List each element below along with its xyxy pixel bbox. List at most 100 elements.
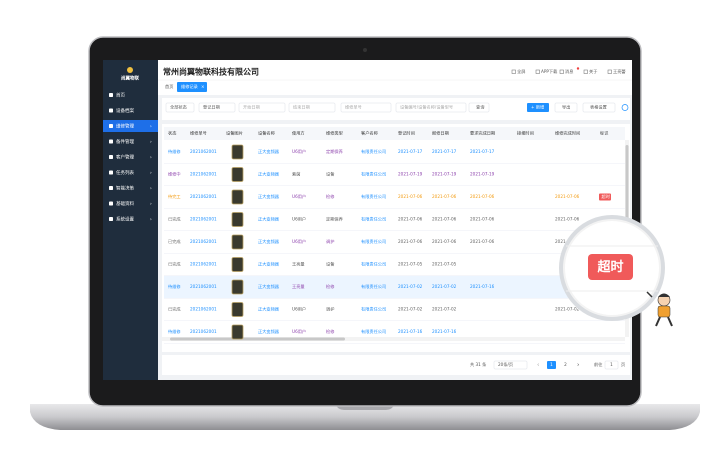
cell: 正大变频器 — [258, 216, 280, 223]
export-label[interactable]: 导出 — [562, 104, 570, 111]
tab-label[interactable]: 维修记录 — [181, 83, 198, 90]
cell: 有限责任公司 — [361, 328, 386, 335]
cell[interactable]: 2021062001 — [190, 194, 217, 199]
cell[interactable]: 2021062001 — [190, 217, 217, 222]
cell: 2021-07-16 — [398, 329, 423, 334]
column-header: 报修日期 — [432, 130, 449, 137]
cell: 待完工 — [168, 193, 181, 200]
search-button[interactable] — [468, 102, 490, 113]
menu-item[interactable]: 系统设置 — [116, 216, 134, 223]
action-icon — [583, 69, 588, 74]
cell: 紫茵 — [292, 171, 300, 178]
page-size-select[interactable] — [493, 360, 528, 370]
cell[interactable]: 2021062001 — [190, 149, 217, 154]
cell: 2021-07-16 — [432, 329, 457, 334]
menu-icon — [109, 201, 113, 206]
cell: 正大变频器 — [258, 148, 280, 155]
header-action[interactable]: APP下载 — [541, 68, 558, 75]
cell: U6用户 — [292, 148, 306, 155]
column-header: 维修完成时间 — [555, 130, 580, 137]
man-arm — [646, 291, 653, 298]
refresh-icon[interactable] — [621, 104, 629, 111]
menu-icon — [109, 108, 113, 113]
cell: 调护 — [326, 238, 334, 245]
page-number[interactable]: 1 — [550, 362, 553, 367]
filter-text: 登记日期 — [203, 104, 220, 111]
cell: U6用户 — [292, 193, 306, 200]
flag-label: 超时 — [602, 193, 611, 200]
next[interactable]: › — [577, 362, 579, 369]
device-image — [231, 302, 244, 317]
cell: 2021-07-05 — [398, 262, 423, 267]
menu-item[interactable]: 维修管理 — [116, 123, 134, 130]
header-action[interactable]: 全屏 — [517, 68, 525, 75]
cell: 检修 — [326, 193, 335, 200]
menu-icon — [109, 217, 113, 221]
cell[interactable]: 2021062001 — [190, 239, 217, 244]
cell[interactable]: 2021062001 — [190, 307, 217, 312]
menu-item[interactable]: 客户管理 — [116, 154, 134, 161]
filter-input[interactable] — [198, 102, 236, 113]
page-size[interactable]: 20条/页 — [498, 361, 513, 368]
device-image — [231, 167, 244, 182]
cell: 王亮量 — [292, 261, 305, 268]
cell[interactable]: 2021062001 — [190, 172, 217, 177]
filter-input[interactable] — [395, 102, 467, 113]
cell[interactable]: 2021062001 — [190, 329, 217, 334]
cell: 检修 — [326, 283, 335, 290]
action-icon — [607, 69, 612, 74]
menu-item[interactable]: 设备档案 — [116, 107, 134, 114]
prev[interactable]: ‹ — [537, 362, 539, 369]
filter-input[interactable] — [165, 102, 195, 113]
cell: 2021-07-06 — [555, 217, 580, 222]
filter-input[interactable] — [238, 102, 286, 113]
menu-item[interactable]: 任务列表 — [116, 169, 134, 176]
header-action[interactable]: 消息 — [565, 68, 573, 75]
camera — [363, 48, 367, 52]
h-scroll-thumb — [170, 337, 345, 341]
menu-item[interactable]: 备件管理 — [116, 138, 134, 145]
export-button[interactable] — [554, 102, 578, 113]
filter-input[interactable] — [288, 102, 336, 113]
settings-button[interactable] — [582, 102, 616, 113]
breadcrumb-home[interactable]: 首页 — [165, 83, 173, 90]
cell[interactable]: 2021062001 — [190, 284, 217, 289]
device-image — [231, 189, 244, 205]
header-action[interactable]: 关于 — [589, 68, 597, 75]
action-icon — [559, 69, 564, 74]
header-action[interactable]: 王亮蕾 — [613, 68, 626, 75]
filter-text: 设备编号/设备名称/设备型号 — [400, 104, 453, 111]
device-image — [231, 144, 244, 160]
menu-item[interactable]: 基础资料 — [116, 200, 134, 207]
page-current — [547, 361, 556, 369]
filter-input[interactable] — [340, 102, 392, 113]
cell: 2021-07-02 — [398, 284, 423, 289]
device-image — [231, 257, 244, 272]
cell: 2021-07-06 — [555, 194, 580, 199]
column-header: 设备图片 — [226, 130, 243, 137]
man-body — [657, 305, 671, 318]
menu-item[interactable]: 智能决策 — [116, 185, 134, 192]
tab-close[interactable]: × — [201, 84, 205, 89]
cell: 有限责任公司 — [361, 171, 386, 178]
settings-label[interactable]: 表格设置 — [590, 104, 607, 111]
cell: 2021-07-19 — [398, 172, 423, 177]
cell[interactable]: 2021062001 — [190, 262, 217, 267]
search-label[interactable]: 查询 — [476, 104, 484, 111]
cartoon-man — [646, 291, 673, 327]
cell: 2021-07-02 — [555, 307, 580, 312]
cell: 2021-07-17 — [398, 149, 423, 154]
cell: 检修 — [326, 328, 335, 335]
menu-icon — [109, 170, 113, 175]
tab[interactable] — [177, 82, 207, 92]
device-image — [231, 324, 244, 340]
cell: 正大变频器 — [258, 261, 280, 268]
page-number[interactable]: 2 — [564, 362, 567, 367]
menu-item[interactable]: 首页 — [116, 92, 125, 99]
goto-input[interactable] — [604, 360, 619, 370]
goto-page[interactable]: 1 — [610, 362, 613, 367]
add-label[interactable]: + 新增 — [531, 104, 544, 111]
add-button[interactable] — [527, 103, 549, 112]
cell: 已完成 — [168, 216, 181, 223]
